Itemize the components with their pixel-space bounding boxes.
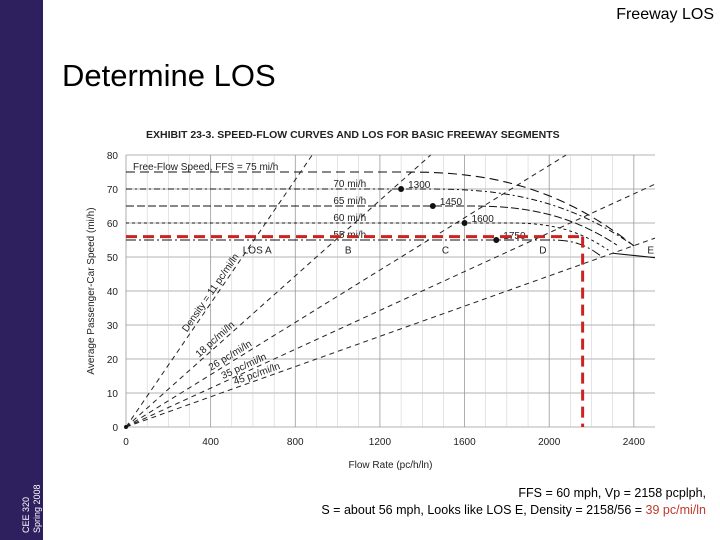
speed-flow-curve (126, 239, 601, 256)
los-label: B (345, 246, 352, 257)
density-result: 39 pc/mi/ln (645, 503, 706, 517)
note-line-1: FFS = 60 mph, Vp = 2158 pcplph, (518, 486, 706, 500)
speed-flow-chart: EXHIBIT 23-3. SPEED-FLOW CURVES AND LOS … (86, 129, 656, 471)
calculation-note: FFS = 60 mph, Vp = 2158 pcplph, S = abou… (321, 485, 706, 519)
course-term: Spring 2008 (32, 484, 42, 533)
y-tick-label: 40 (107, 287, 119, 298)
x-tick-label: 400 (202, 437, 219, 448)
curve-label: 70 mi/h (333, 179, 366, 190)
y-tick-label: 0 (112, 423, 118, 434)
speed-flow-curve (126, 205, 618, 246)
breakpoint-marker (461, 220, 468, 226)
curve-label: 60 mi/h (333, 213, 366, 224)
los-label: LOS A (243, 246, 272, 257)
chart-title: EXHIBIT 23-3. SPEED-FLOW CURVES AND LOS … (146, 129, 560, 141)
speed-flow-curve (126, 222, 609, 251)
capacity-convergence-line (612, 252, 656, 259)
speed-flow-curve (126, 188, 635, 247)
note-line-2-text: S = about 56 mph, Looks like LOS E, Dens… (321, 503, 646, 517)
y-axis-label: Average Passenger-Car Speed (mi/h) (86, 207, 97, 374)
x-tick-label: 1200 (369, 437, 392, 448)
los-label: E (647, 246, 654, 257)
y-tick-label: 10 (107, 389, 119, 400)
note-line-2: S = about 56 mph, Looks like LOS E, Dens… (321, 502, 706, 519)
x-tick-label: 2000 (538, 437, 561, 448)
x-tick-label: 1600 (453, 437, 476, 448)
slide-header: Freeway LOS (616, 6, 714, 23)
breakpoint-label: 1450 (440, 197, 463, 208)
x-tick-label: 800 (287, 437, 304, 448)
curve-label: 65 mi/h (333, 196, 366, 207)
x-axis-label: Flow Rate (pc/h/ln) (349, 460, 433, 471)
y-tick-label: 20 (107, 355, 119, 366)
breakpoint-label: 1300 (408, 180, 431, 191)
breakpoint-label: 1600 (472, 214, 495, 225)
breakpoint-marker (398, 186, 405, 192)
y-tick-label: 80 (107, 151, 119, 162)
course-code: CEE 320 (21, 496, 31, 533)
breakpoint-marker (429, 203, 436, 209)
course-label: CEE 320 Spring 2008 (21, 484, 43, 533)
density-line (125, 237, 656, 428)
slide-title: Determine LOS (62, 58, 276, 93)
x-tick-label: 0 (123, 437, 129, 448)
y-tick-label: 30 (107, 321, 119, 332)
sidebar: CEE 320 Spring 2008 (0, 0, 43, 540)
speed-flow-curve-75 (126, 171, 635, 247)
breakpoint-marker (493, 237, 500, 243)
ffs-label: Free-Flow Speed, FFS = 75 mi/h (133, 162, 278, 173)
y-tick-label: 70 (107, 185, 119, 196)
density-line (125, 183, 656, 428)
breakpoint-label: 1750 (503, 231, 526, 242)
y-tick-label: 50 (107, 253, 119, 264)
los-label: C (442, 246, 449, 257)
x-tick-label: 2400 (623, 437, 646, 448)
origin-marker (124, 425, 128, 429)
density-line (125, 154, 313, 428)
los-label: D (539, 246, 546, 257)
y-tick-label: 60 (107, 219, 119, 230)
